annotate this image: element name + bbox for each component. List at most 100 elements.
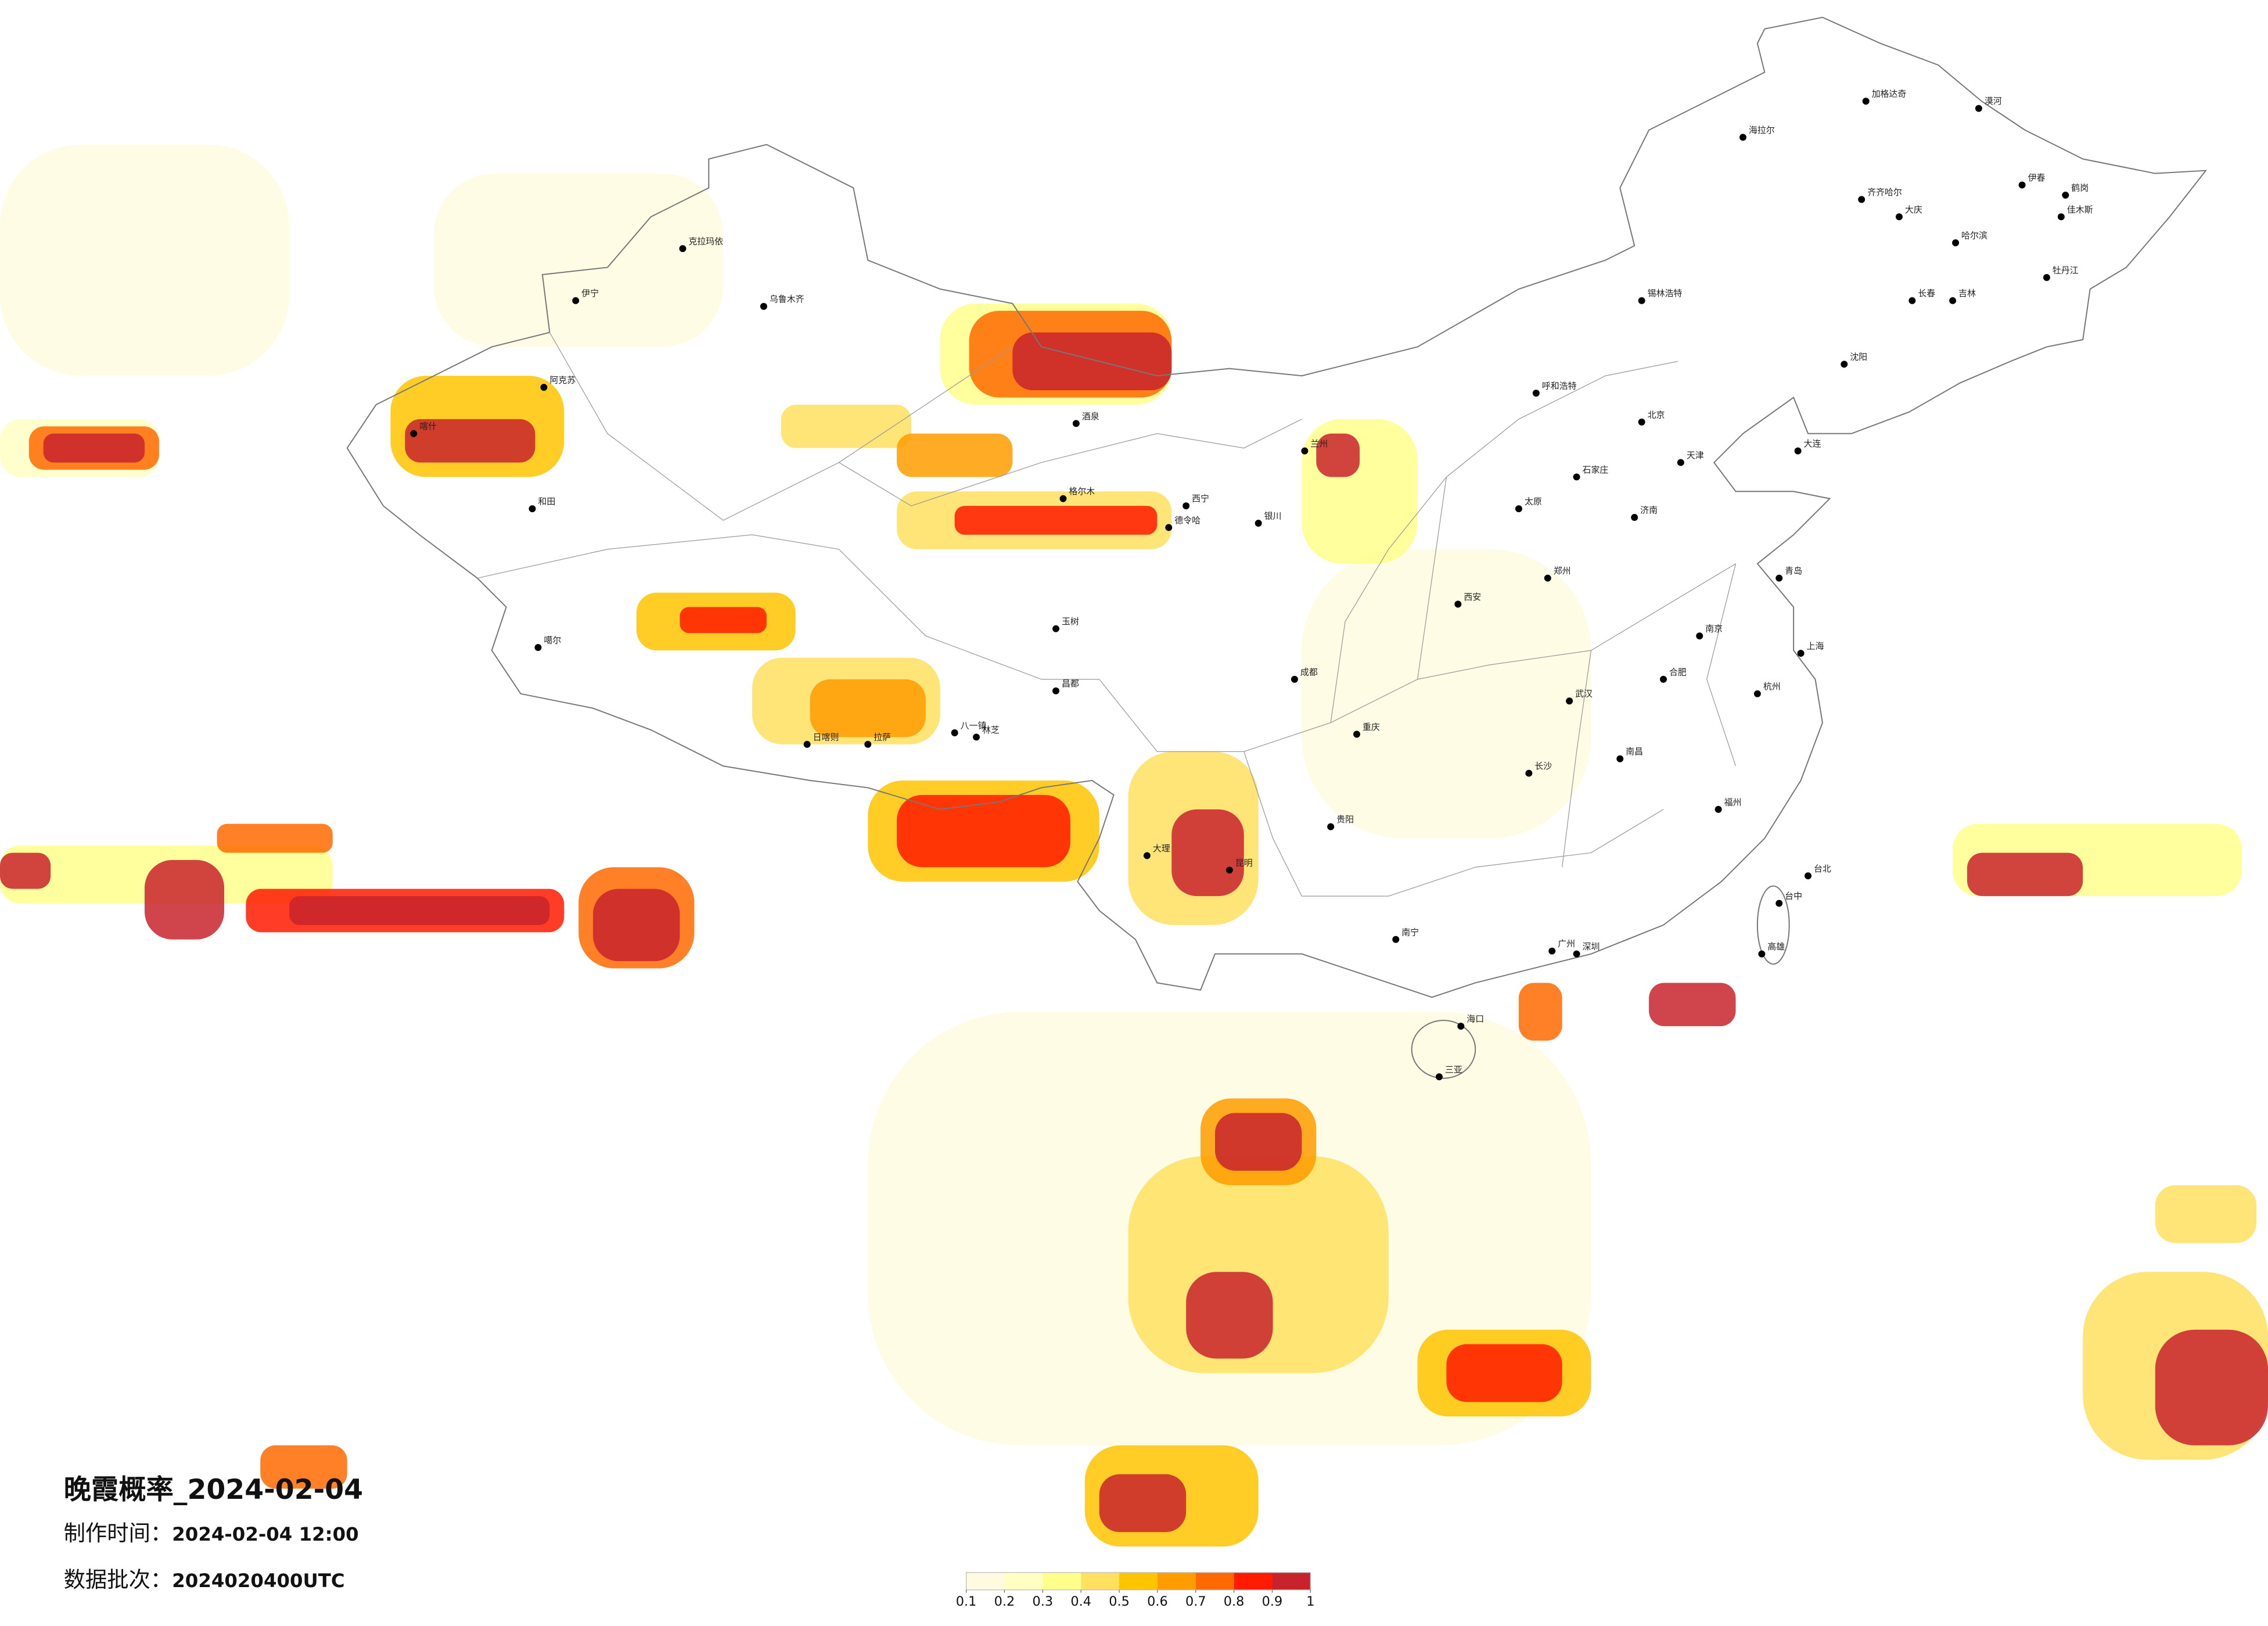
city-dot — [1758, 950, 1766, 958]
city-dot — [1291, 675, 1298, 683]
city-dot — [1544, 574, 1551, 582]
city-dot — [1805, 872, 1812, 880]
probability-patch — [1099, 1474, 1187, 1533]
city-dot — [1631, 514, 1638, 521]
city-dot — [1392, 936, 1400, 943]
city-label: 格尔木 — [1069, 486, 1095, 497]
city-dot — [1548, 947, 1556, 955]
city-label: 长春 — [1918, 288, 1935, 298]
city-label: 西安 — [1464, 592, 1481, 602]
city-label: 台北 — [1814, 864, 1831, 874]
probability-patch — [405, 419, 535, 463]
probability-patch — [593, 888, 680, 962]
city-dot — [1908, 297, 1916, 304]
city-label: 天津 — [1687, 450, 1704, 461]
city-label: 加格达奇 — [1872, 89, 1907, 99]
city-dot — [1353, 731, 1361, 738]
batch: 数据批次：2024020400UTC — [64, 1567, 345, 1592]
city-label: 深圳 — [1583, 941, 1600, 952]
city-dot — [1143, 852, 1151, 859]
city-dot — [1052, 625, 1059, 632]
city-label: 八一镇 — [961, 720, 987, 731]
city-label: 福州 — [1724, 797, 1742, 807]
city-dot — [2057, 213, 2065, 221]
probability-patch — [1446, 1344, 1562, 1402]
city-dot — [1638, 297, 1645, 304]
legend-tick-label: 0.1 — [956, 1594, 977, 1609]
city-label: 合肥 — [1669, 667, 1687, 677]
city-dot — [1858, 196, 1866, 203]
city-dot — [973, 733, 980, 741]
city-label: 牡丹江 — [2053, 265, 2079, 275]
probability-patch — [1012, 332, 1172, 390]
city-label: 伊春 — [2028, 172, 2046, 183]
legend-swatch — [1004, 1572, 1043, 1590]
probability-layer — [0, 144, 2268, 1547]
city-label: 乌鲁木齐 — [770, 294, 804, 304]
hainan-outline — [1411, 1020, 1476, 1079]
city-dot — [1525, 769, 1533, 777]
probability-patch — [434, 173, 724, 347]
city-label: 伊宁 — [581, 288, 599, 298]
city-label: 长沙 — [1534, 761, 1552, 771]
legend-tick-label: 0.8 — [1224, 1594, 1245, 1609]
city-label: 海拉尔 — [1749, 125, 1775, 135]
city-label: 南昌 — [1626, 746, 1643, 757]
city-label: 大庆 — [1905, 204, 1922, 215]
city-label: 日喀则 — [813, 732, 839, 742]
city-dot — [2062, 192, 2069, 199]
made-time: 制作时间：2024-02-04 12:00 — [64, 1520, 359, 1546]
city-dot — [1739, 134, 1746, 141]
legend: 0.1 0.2 0.3 0.4 0.5 0.6 0.7 0.8 0.9 1 — [956, 1572, 1314, 1609]
city-label: 克拉玛依 — [688, 236, 723, 247]
legend-tick-label: 0.5 — [1109, 1594, 1130, 1609]
city-dot — [1797, 650, 1805, 657]
city-label: 石家庄 — [1583, 465, 1609, 475]
taiwan-outline — [1756, 885, 1790, 965]
city-label: 上海 — [1807, 641, 1824, 652]
city-label: 喀什 — [419, 421, 437, 431]
probability-patch — [1967, 852, 2083, 897]
probability-patch — [0, 852, 51, 889]
city-dot — [1052, 687, 1059, 695]
batch-label: 数据批次： — [64, 1567, 172, 1592]
city-label: 噶尔 — [544, 635, 561, 646]
city-label: 玉树 — [1062, 616, 1079, 627]
legend-swatch — [1119, 1572, 1158, 1590]
city-dot — [1182, 502, 1190, 510]
city-label: 武汉 — [1575, 689, 1593, 699]
probability-patch — [1171, 809, 1244, 897]
legend-tick-label: 0.3 — [1033, 1594, 1054, 1609]
legend-swatch — [1157, 1572, 1196, 1590]
city-label: 北京 — [1648, 409, 1665, 420]
city-label: 拉萨 — [874, 732, 891, 742]
city-label: 青岛 — [1785, 566, 1802, 576]
city-dot — [1753, 690, 1761, 697]
probability-patch — [2155, 1329, 2268, 1445]
probability-patch — [289, 896, 550, 925]
legend-tick-label: 0.4 — [1070, 1594, 1091, 1609]
city-dot — [529, 505, 536, 513]
city-dot — [679, 245, 686, 253]
city-label: 林芝 — [982, 725, 1000, 735]
city-dot — [1301, 447, 1309, 455]
city-dot — [2018, 181, 2026, 189]
probability-patch — [954, 506, 1158, 535]
city-label: 南京 — [1705, 624, 1723, 634]
city-dot — [1616, 755, 1624, 762]
probability-patch — [810, 679, 926, 738]
city-dot — [1515, 505, 1522, 513]
city-label: 大理 — [1153, 843, 1170, 854]
legend-swatch — [1195, 1572, 1234, 1590]
city-dot — [760, 303, 767, 310]
city-label: 贵阳 — [1336, 814, 1354, 825]
city-label: 昆明 — [1235, 858, 1253, 868]
city-dot — [540, 384, 548, 391]
city-label: 昌都 — [1062, 678, 1079, 689]
city-dot — [1566, 697, 1573, 705]
probability-patch — [897, 794, 1070, 868]
city-label: 郑州 — [1554, 566, 1571, 576]
city-dot — [1225, 866, 1233, 874]
